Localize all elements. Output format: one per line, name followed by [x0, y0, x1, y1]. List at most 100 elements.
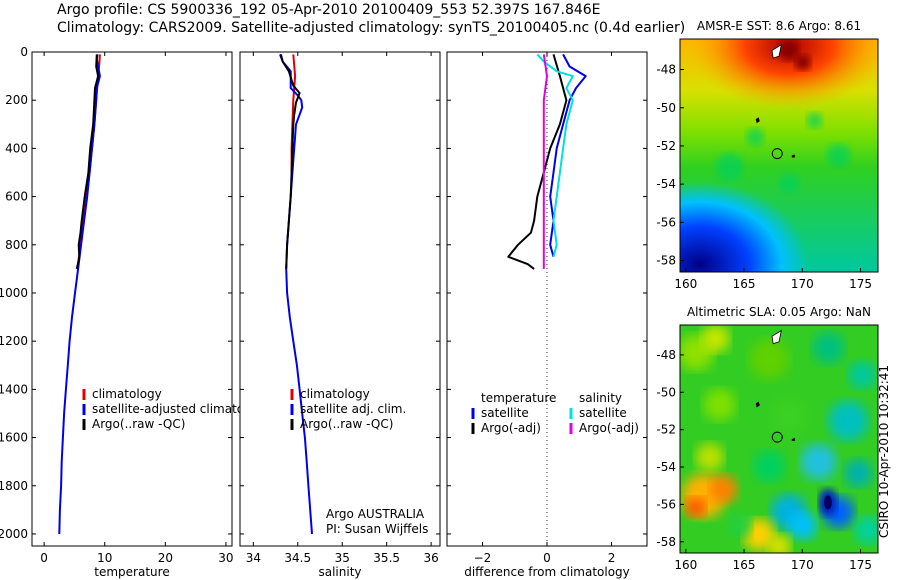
legend-entry: climatology: [300, 387, 370, 401]
x-tick-label: 0: [543, 551, 551, 565]
map-x-tick-label: 165: [733, 277, 756, 291]
series-argo-adj--magenta: [542, 54, 548, 269]
x-tick-label: 35.5: [373, 551, 400, 565]
x-tick-label: 2: [608, 551, 616, 565]
map-y-tick-label: -50: [656, 101, 676, 115]
legend-entry: climatology: [92, 387, 162, 401]
sla-anomaly-patch: [685, 497, 706, 518]
sla-low-core-centre: [823, 495, 832, 510]
profile-annotation: Argo AUSTRALIA: [326, 507, 425, 521]
map-x-tick-label: 160: [674, 558, 697, 572]
map-panel-2: 160 165 170 175 -48 -50 -52 -54 -56 -58 Altimetric…: [656, 305, 879, 572]
profile-panel-1: 0 10 20 30 0 200 400 600 800 1000 1200 1400 1600 1800…: [0, 45, 270, 579]
map-x-tick-label: 175: [849, 558, 872, 572]
legend-entry: Argo(..raw -QC): [92, 417, 185, 431]
sst-hot-spot: [778, 40, 799, 61]
campbell-island-land: [791, 438, 795, 441]
profile-location-circle: [771, 431, 783, 443]
campbell-island-land: [791, 154, 795, 158]
map-title: Altimetric SLA: 0.05 Argo: NaN: [687, 305, 871, 319]
map-y-tick-label: -54: [656, 460, 676, 474]
auckland-islands-land: [755, 117, 760, 124]
x-tick-label: 36: [423, 551, 438, 565]
plot-frame: [446, 51, 648, 547]
legend-entry: satellite: [579, 406, 627, 420]
x-tick-label: 30: [218, 551, 233, 565]
map-x-tick-label: 170: [791, 277, 814, 291]
y-tick-label: 400: [5, 141, 28, 155]
sst-eddy: [746, 127, 765, 146]
legend-entry: Argo(-adj): [579, 421, 639, 435]
x-axis-label: difference from climatology: [464, 565, 630, 579]
map-frame: [679, 38, 879, 273]
series-argo-adj--black: [507, 54, 568, 270]
stewart-island-land: [771, 43, 782, 59]
map-y-tick-label: -56: [656, 497, 676, 511]
map-x-tick-label: 175: [849, 277, 872, 291]
sla-anomaly-patch: [844, 459, 873, 488]
sla-anomaly-patch: [695, 443, 724, 472]
map-y-tick-label: -58: [656, 535, 676, 549]
y-tick-label: 1200: [0, 334, 28, 348]
legend-entry: Argo(-adj): [481, 421, 541, 435]
y-tick-label: 200: [5, 93, 28, 107]
plot-title-line-1: Argo profile: CS 5900336_192 05-Apr-2010…: [57, 2, 601, 18]
sla-anomaly-patch: [848, 361, 877, 390]
map-y-tick-label: -54: [656, 177, 676, 191]
y-tick-label: 1600: [0, 431, 28, 445]
y-tick-label: 0: [20, 45, 28, 59]
x-tick-label: 10: [97, 551, 112, 565]
legend-header: salinity: [579, 391, 622, 405]
plot-frame: [31, 51, 233, 547]
y-tick-label: 600: [5, 190, 28, 204]
heatmap-image: [680, 39, 878, 272]
y-tick-label: 800: [5, 238, 28, 252]
x-tick-label: 35: [335, 551, 350, 565]
map-y-tick-label: -50: [656, 385, 676, 399]
map-title: AMSR-E SST: 8.6 Argo: 8.61: [697, 19, 861, 33]
sla-anomaly-patch: [788, 511, 817, 540]
x-tick-label: 34.5: [284, 551, 311, 565]
sla-anomaly-patch: [800, 443, 837, 480]
auckland-islands-land: [755, 401, 760, 408]
sla-anomaly-patch: [703, 388, 736, 421]
x-axis-label: temperature: [94, 565, 169, 579]
profile-annotation: PI: Susan Wijffels: [326, 522, 428, 536]
map-y-tick-label: -56: [656, 215, 676, 229]
sla-anomaly-patch: [709, 475, 738, 504]
map-panel-1: 160 165 170 175 -48 -50 -52 -54 -56 -58 AMSR-E SST…: [656, 19, 879, 291]
y-tick-label: 1400: [0, 382, 28, 396]
sla-anomaly-patch: [749, 339, 790, 380]
series-argo-raw-qc--black: [75, 54, 100, 270]
sla-anomaly-patch: [767, 534, 791, 553]
y-tick-label: 2000: [0, 527, 28, 541]
sst-eddy: [826, 143, 851, 168]
series-satellite-cyan: [536, 53, 574, 258]
map-x-tick-label: 170: [791, 558, 814, 572]
map-y-tick-label: -52: [656, 139, 676, 153]
map-x-tick-label: 160: [674, 277, 697, 291]
sst-eddy: [806, 112, 823, 129]
sla-anomaly-patch: [727, 513, 752, 538]
series-argo-raw-qc--black: [279, 54, 301, 269]
sst-hot-spot: [794, 54, 811, 71]
stewart-island-land: [771, 329, 782, 345]
x-tick-label: 0: [40, 551, 48, 565]
map-y-tick-label: -48: [656, 63, 676, 77]
legend-header: temperature: [481, 391, 556, 405]
sla-anomaly-patch: [828, 400, 869, 441]
y-tick-label: 1000: [0, 286, 28, 300]
profile-location-circle: [771, 148, 783, 160]
map-y-tick-label: -58: [656, 254, 676, 268]
sla-anomaly-patch: [854, 516, 878, 545]
map-y-tick-label: -52: [656, 423, 676, 437]
map-y-tick-label: -48: [656, 348, 676, 362]
x-axis-label: salinity: [318, 565, 361, 579]
series-satellite-blue: [549, 53, 587, 258]
x-tick-label: −2: [474, 551, 492, 565]
x-tick-label: 34: [246, 551, 261, 565]
map-x-tick-label: 165: [733, 558, 756, 572]
sla-anomaly-patch: [753, 450, 786, 483]
sst-eddy: [715, 153, 744, 182]
